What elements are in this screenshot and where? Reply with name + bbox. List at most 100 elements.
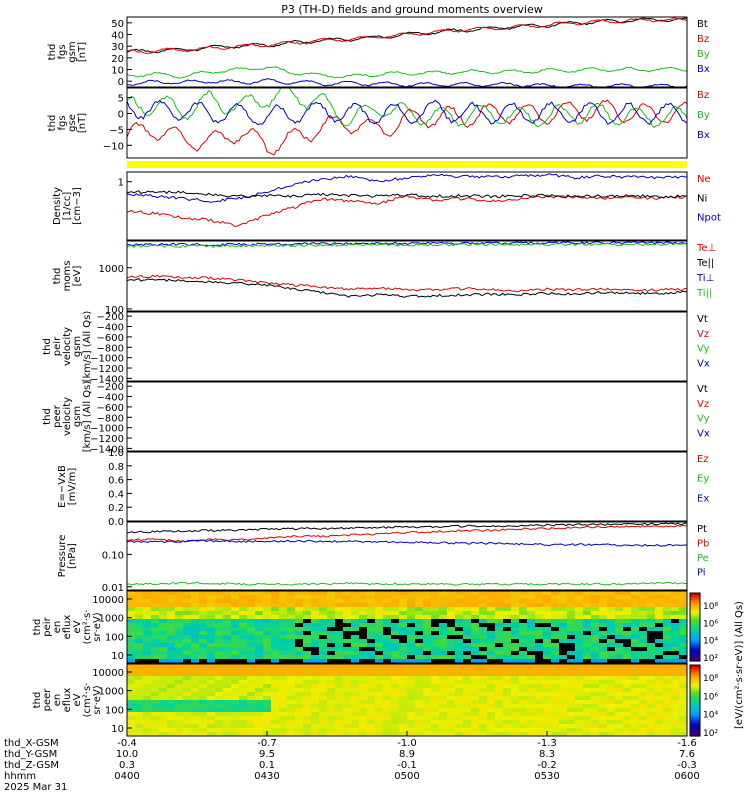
tick-label: −1400: [90, 374, 124, 385]
panel-pressure: 0.10 0.01 Pressure [nPa] Pt Pb Pe Pi: [57, 521, 709, 594]
axis-label: gse: [67, 114, 78, 132]
axis-label: [km/s] (All Qs): [82, 381, 93, 453]
axis-label: eflux: [62, 688, 73, 713]
x-tick-t: 0500: [394, 771, 419, 782]
tick-label: 1000: [99, 687, 124, 698]
panel-peir-velocity: −200−400−600−800−1000−1200−1400 thd peir ve…: [42, 311, 710, 386]
tick-label: −1000: [90, 354, 124, 365]
colorbar-tick: 10⁴: [703, 711, 718, 721]
spectrogram-peir-spectrogram: [127, 591, 687, 663]
tick-label: −1400: [90, 444, 124, 455]
legend-Ti||: Ti||: [696, 288, 712, 299]
tick-label: −200: [97, 382, 124, 393]
series-Pb: [127, 524, 687, 543]
tick-label: −800: [97, 413, 124, 424]
tick-label: −5: [109, 125, 124, 136]
series-Pt: [127, 522, 687, 534]
tick-label: 0.4: [108, 489, 124, 500]
axis-label: en: [52, 621, 63, 634]
panel-peir-spectrogram: 10000 1000 100 10 thd peir en eflux eV (cm²·s· sr·…: [32, 590, 688, 664]
colorbar-tick: 10⁶: [703, 619, 718, 629]
tick-label: 5: [118, 94, 124, 105]
legend-Vz: Vz: [697, 329, 709, 340]
legend-Bx: Bx: [697, 130, 710, 141]
x-tick-x: -1.6: [677, 738, 697, 749]
tick-label: 10: [111, 651, 124, 662]
legend-Bz: Bz: [697, 34, 709, 45]
tick-label: 0.6: [108, 476, 124, 487]
tick-label: −1000: [90, 424, 124, 435]
axis-label: [nT]: [77, 113, 88, 133]
legend-Ey: Ey: [697, 474, 709, 485]
legend-Bx: Bx: [697, 64, 710, 75]
tick-label: −10: [103, 141, 124, 152]
tick-label: 100: [105, 705, 124, 716]
axis-label: peer: [52, 404, 63, 428]
tick-label: 100: [105, 305, 124, 316]
axis-label: peir: [42, 616, 53, 636]
series-group-moments-temperature: [127, 241, 687, 298]
series-group-pressure: [127, 522, 687, 586]
tick-label: −600: [97, 333, 124, 344]
legend-Pb: Pb: [697, 539, 709, 550]
series-Bt: [127, 17, 687, 54]
panel-density: 1 Density [1/cc] [cm−3] Ne Ni Npot: [52, 171, 721, 241]
tick-label: −400: [97, 323, 124, 334]
axis-label: sr·eV): [92, 685, 103, 714]
legend-Pe: Pe: [697, 553, 709, 564]
tick-label: 0.2: [108, 503, 124, 514]
x-tick-x: -1.3: [537, 738, 557, 749]
axis-label: [nT]: [77, 42, 88, 62]
axis-label: thd: [47, 115, 58, 132]
axis-label: [nPa]: [67, 543, 78, 569]
panel-frame: [126, 381, 688, 452]
series-Ni: [127, 190, 687, 199]
axis-label: [eV]: [72, 266, 83, 287]
x-tick-t: 0530: [534, 771, 559, 782]
legend-Bt: Bt: [697, 19, 708, 30]
tick-label: 1: [118, 178, 124, 189]
x-tick-t: 0600: [674, 771, 699, 782]
x-tick-t: 0400: [114, 771, 139, 782]
status-bar: [127, 161, 687, 168]
colorbar-tick: 10⁴: [703, 637, 718, 647]
legend-Vy: Vy: [697, 414, 710, 425]
axis-label: velocity: [62, 397, 73, 436]
series-Bz: [127, 99, 687, 156]
legend-Pi: Pi: [697, 568, 706, 579]
axis-label: thd: [32, 692, 43, 709]
x-tick-t: 0430: [254, 771, 279, 782]
tick-label: −1200: [90, 434, 124, 445]
legend-Ti⊥: Ti⊥: [696, 273, 714, 284]
tick-label: 0: [118, 109, 124, 120]
panel-frame: [126, 451, 688, 522]
panel-frame: [126, 590, 688, 664]
legend-By: By: [697, 49, 710, 60]
legend-Npot: Npot: [697, 213, 721, 224]
x-tick-z: 0.1: [259, 760, 275, 771]
tick-label: 1000: [99, 264, 124, 275]
legend-Te⊥: Te⊥: [696, 243, 716, 254]
x-tick-z: 0.3: [119, 760, 135, 771]
x-row-label: hhmm: [4, 771, 36, 782]
series-Te||: [127, 278, 687, 298]
colorbar-tick: 10²: [703, 729, 718, 739]
series-group-fgs-gse-components: [127, 88, 687, 156]
axis-label: Pressure: [57, 535, 68, 578]
x-tick-x: -0.7: [257, 738, 277, 749]
colorbar-label: [eV/(cm²·s·sr·eV)] (All Qs): [734, 601, 745, 729]
colorbar-tick: 10²: [703, 654, 718, 664]
axis-label: fgs: [57, 44, 68, 59]
x-tick-z: -0.2: [537, 760, 557, 771]
legend-Vz: Vz: [697, 399, 709, 410]
tick-label: 100: [105, 632, 124, 643]
tick-label: 20: [111, 54, 124, 65]
colorbar-top: 10⁸ 10⁶ 10⁴ 10²: [689, 592, 718, 664]
series-Bx: [127, 99, 687, 126]
axis-label: eV: [72, 693, 83, 706]
series-Pi: [127, 539, 687, 547]
plot-title: P3 (TH-D) fields and ground moments over…: [281, 3, 543, 16]
